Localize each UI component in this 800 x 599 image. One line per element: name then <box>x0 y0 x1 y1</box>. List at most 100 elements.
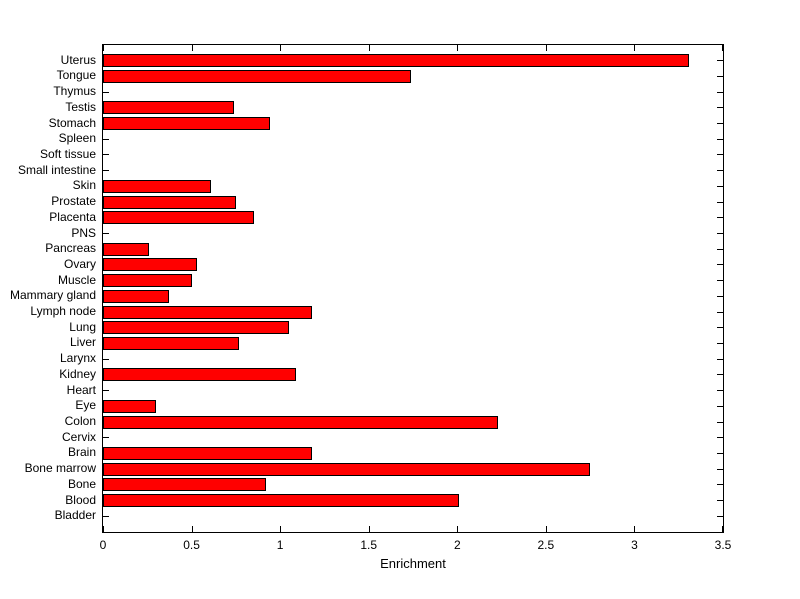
y-tick-label-lymph-node: Lymph node <box>30 304 96 319</box>
bar-skin <box>103 179 212 193</box>
top-x-tick <box>457 45 459 51</box>
bar-pancreas <box>103 242 150 256</box>
bar-colon <box>103 415 499 429</box>
y-tick-label-bladder: Bladder <box>54 508 96 523</box>
bar-tongue <box>103 69 412 83</box>
left-y-tick <box>103 138 109 140</box>
bottom-x-tick <box>103 526 104 532</box>
y-tick-label-muscle: Muscle <box>57 272 96 287</box>
y-tick-label-bone-marrow: Bone marrow <box>24 461 96 476</box>
right-y-tick <box>717 374 723 376</box>
bar-liver <box>103 336 240 350</box>
y-tick-label-lung: Lung <box>69 319 96 334</box>
right-y-tick <box>717 437 723 439</box>
right-y-tick <box>717 468 723 470</box>
right-y-tick <box>717 154 723 156</box>
left-y-tick <box>103 390 109 392</box>
x-tick-label-0: 0 <box>99 538 107 552</box>
y-tick-label-bone: Bone <box>67 476 96 491</box>
bar-stomach <box>103 117 270 131</box>
bar-eye <box>103 399 157 413</box>
y-tick-label-heart: Heart <box>66 382 96 397</box>
y-tick-label-small-intestine: Small intestine <box>17 162 96 177</box>
bottom-x-tick <box>545 526 547 532</box>
y-tick-label-blood: Blood <box>65 492 96 507</box>
y-tick-label-uterus: Uterus <box>60 52 96 67</box>
bar-mammary-gland <box>103 289 169 303</box>
bottom-x-tick <box>457 526 459 532</box>
x-tick-label-2: 2 <box>453 538 461 552</box>
top-x-tick <box>545 45 547 51</box>
x-tick-label-0-5: 0.5 <box>183 538 200 552</box>
left-y-tick <box>103 437 109 439</box>
right-y-tick <box>717 217 723 219</box>
bar-lymph-node <box>103 305 313 319</box>
y-tick-label-thymus: Thymus <box>53 84 96 99</box>
plot-area <box>102 44 724 533</box>
right-y-tick <box>717 75 723 77</box>
y-tick-label-placenta: Placenta <box>49 209 96 224</box>
bar-placenta <box>103 211 254 225</box>
y-tick-label-brain: Brain <box>67 445 96 460</box>
bottom-x-tick <box>191 526 193 532</box>
top-x-tick <box>634 45 636 51</box>
y-tick-label-pancreas: Pancreas <box>45 241 96 256</box>
x-tick-label-1-5: 1.5 <box>360 538 378 552</box>
right-y-tick <box>717 390 723 392</box>
bar-blood <box>103 494 460 508</box>
right-y-tick <box>717 358 723 360</box>
bar-prostate <box>103 195 236 209</box>
y-tick-label-cervix: Cervix <box>61 429 96 444</box>
top-x-tick <box>368 45 370 51</box>
right-y-tick <box>717 280 723 282</box>
right-y-tick <box>717 264 723 266</box>
y-tick-label-testis: Testis <box>65 99 96 114</box>
right-y-tick <box>717 342 723 344</box>
bar-testis <box>103 101 235 115</box>
bar-kidney <box>103 368 297 382</box>
y-tick-label-larynx: Larynx <box>59 351 96 366</box>
top-x-tick <box>722 45 723 51</box>
right-y-tick <box>717 500 723 502</box>
right-y-tick <box>717 515 723 517</box>
bar-muscle <box>103 274 192 288</box>
bar-bone <box>103 478 266 492</box>
y-tick-label-spleen: Spleen <box>58 131 96 146</box>
right-y-tick <box>717 123 723 125</box>
bottom-x-tick <box>368 526 370 532</box>
top-x-tick <box>191 45 193 51</box>
right-y-tick <box>717 201 723 203</box>
bottom-x-tick <box>280 526 282 532</box>
y-tick-label-kidney: Kidney <box>59 366 96 381</box>
left-y-tick <box>103 515 109 517</box>
y-tick-label-soft-tissue: Soft tissue <box>39 146 96 161</box>
y-tick-label-tongue: Tongue <box>56 68 96 83</box>
top-x-tick <box>280 45 282 51</box>
x-axis-title: Enrichment <box>380 556 446 571</box>
right-y-tick <box>717 452 723 454</box>
x-tick-label-1: 1 <box>276 538 284 552</box>
y-tick-label-stomach: Stomach <box>48 115 96 130</box>
bottom-x-tick <box>722 526 723 532</box>
right-y-tick <box>717 295 723 297</box>
bar-lung <box>103 321 289 335</box>
left-y-tick <box>103 233 109 235</box>
bottom-x-tick <box>634 526 636 532</box>
left-y-tick <box>103 358 109 360</box>
y-tick-label-mammary-gland: Mammary gland <box>9 288 96 303</box>
right-y-tick <box>717 170 723 172</box>
right-y-tick <box>717 405 723 407</box>
left-y-tick <box>103 91 109 93</box>
bar-brain <box>103 446 313 460</box>
x-tick-label-2-5: 2.5 <box>537 538 555 552</box>
y-tick-label-prostate: Prostate <box>51 194 96 209</box>
right-y-tick <box>717 91 723 93</box>
top-x-tick <box>103 45 104 51</box>
right-y-tick <box>717 233 723 235</box>
bar-bone-marrow <box>103 462 591 476</box>
y-tick-label-eye: Eye <box>75 398 96 413</box>
right-y-tick <box>717 138 723 140</box>
y-tick-label-ovary: Ovary <box>63 256 96 271</box>
right-y-tick <box>717 327 723 329</box>
